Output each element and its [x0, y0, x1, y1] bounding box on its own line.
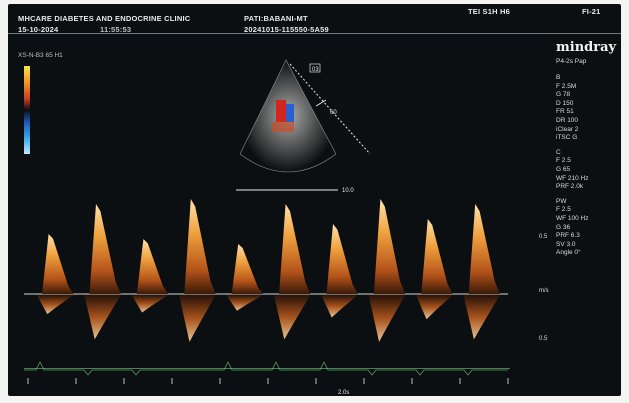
spectral-reverse-flow — [273, 295, 311, 340]
spectral-peak — [421, 219, 453, 294]
ecg-trace — [24, 361, 508, 376]
exam-date: 15-10-2024 — [18, 25, 59, 34]
parameter-line: C — [556, 148, 561, 156]
preset-label: XS-N-B3 65 H1 — [18, 52, 63, 59]
angle-mark: 60 — [330, 110, 337, 116]
parameter-line: PRF 2.0k — [556, 183, 584, 191]
spectral-peaks — [36, 199, 500, 342]
clinic-name: MHCARE DIABETES AND ENDOCRINE CLINIC — [18, 14, 191, 23]
spectral-reverse-flow — [226, 295, 263, 311]
parameter-line: PW — [556, 197, 567, 205]
parameter-line: G 36 — [556, 223, 571, 231]
inset-badge: 03 — [312, 67, 319, 73]
spectral-reverse-flow — [321, 295, 358, 318]
time-ticks — [27, 378, 509, 384]
parameter-line: F 2.5M — [556, 82, 577, 90]
spectral-reverse-flow — [368, 295, 406, 342]
parameter-line: G 78 — [556, 91, 571, 99]
ecg-baseline — [24, 368, 510, 369]
spectral-peak — [89, 204, 121, 294]
parameter-line: iTSC G — [556, 134, 578, 142]
color-velocity-bar — [24, 66, 30, 154]
header-divider — [8, 33, 621, 34]
probe-label: TEI S1H H6 — [468, 7, 511, 16]
parameter-line: D 150 — [556, 99, 574, 107]
parameter-line: DR 100 — [556, 117, 579, 124]
parameter-line: WF 100 Hz — [556, 215, 589, 222]
scale-unit: m/s — [539, 288, 549, 294]
spectral-reverse-flow — [131, 295, 169, 313]
parameter-line: F 2.5 — [556, 157, 571, 165]
spectral-peak — [231, 244, 263, 294]
parameter-line: iClear 2 — [556, 125, 579, 133]
spectral-peak — [373, 199, 406, 294]
doppler-spectrum: 03 60 10.0 0.5 m/s 0.5 2.0s — [24, 59, 549, 396]
parameter-line: B — [556, 74, 561, 81]
frame-label: FI-21 — [582, 7, 601, 16]
depth-mark: 10.0 — [342, 188, 354, 194]
spectral-peak — [184, 199, 216, 294]
parameter-line: WF 210 Hz — [556, 174, 589, 182]
parameter-line: PRF 6.3 — [556, 232, 580, 240]
probe-mode: P4-2s Pap — [556, 58, 587, 65]
patient-name: PATI:BABANI-MT — [244, 14, 308, 23]
brand-logo: mindray — [556, 40, 617, 55]
spectral-reverse-flow — [36, 295, 74, 315]
spectral-reverse-flow — [179, 295, 216, 342]
exam-time: 11:55:53 — [100, 25, 132, 34]
parameter-line: G 65 — [556, 166, 571, 173]
spectral-peak — [42, 234, 74, 294]
spectral-reverse-flow — [463, 295, 500, 340]
exam-id: 20241015-115550-5A59 — [244, 25, 329, 34]
parameter-line: Angle 0° — [556, 249, 581, 257]
spectral-peak — [279, 204, 311, 294]
parameter-line: F 2.5 — [556, 206, 571, 214]
sector-scan-icon — [239, 59, 371, 173]
spectral-reverse-flow — [84, 295, 121, 340]
parameter-line: FR 51 — [556, 108, 574, 116]
spectral-peak — [468, 204, 500, 294]
spectral-peak — [326, 224, 358, 294]
time-scale: 2.0s — [338, 390, 349, 396]
spectral-peak — [136, 239, 169, 294]
spectral-reverse-flow — [416, 295, 453, 320]
scale-top: 0.5 — [539, 234, 548, 240]
ultrasound-screen: MHCARE DIABETES AND ENDOCRINE CLINIC PAT… — [8, 4, 621, 396]
scale-bottom: 0.5 — [539, 336, 548, 342]
parameter-line: SV 3.0 — [556, 240, 576, 248]
